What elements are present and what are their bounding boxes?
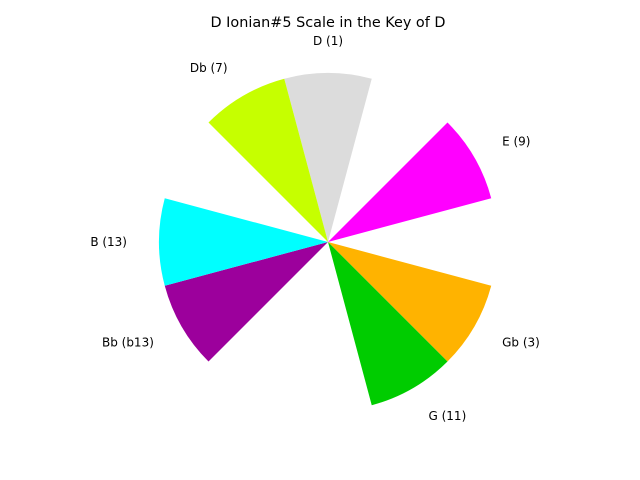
wedge-label-0: D (1) — [313, 34, 343, 48]
wedge-1 — [328, 122, 492, 242]
wedge-3 — [328, 242, 448, 406]
wedge-0 — [284, 73, 372, 242]
wedge-label-4: Bb (b13) — [102, 336, 154, 350]
label-layer: D (1) E (9) Gb (3) G (11) Bb (b13) B (13) Db (… — [90, 34, 540, 423]
chart-title: D Ionian#5 Scale in the Key of D — [211, 15, 446, 31]
wedge-5 — [159, 198, 328, 286]
wedge-layer — [159, 73, 492, 406]
wedge-4 — [164, 242, 328, 362]
wedge-label-3: G (11) — [429, 409, 467, 423]
wedge-label-5: B (13) — [90, 235, 127, 249]
wedge-label-6: Db (7) — [190, 61, 228, 75]
wedge-6 — [208, 78, 328, 242]
wedge-2 — [328, 242, 492, 362]
wedge-label-1: E (9) — [502, 135, 530, 149]
wedge-label-2: Gb (3) — [502, 336, 540, 350]
